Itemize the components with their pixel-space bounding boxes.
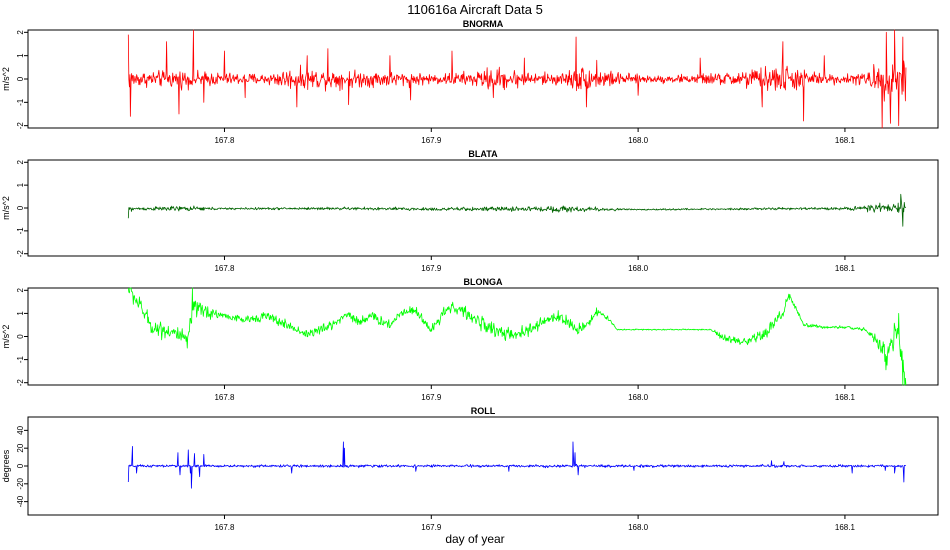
x-tick-label: 168.1 (835, 264, 856, 273)
x-tick-label: 168.1 (835, 523, 856, 532)
x-tick-label: 167.9 (421, 523, 442, 532)
y-tick-label: 0 (16, 463, 25, 468)
x-tick-label: 167.8 (214, 523, 235, 532)
y-axis-label: m/s^2 (1, 67, 11, 91)
y-tick-label: -1 (16, 98, 25, 106)
y-tick-label: 1 (16, 182, 25, 187)
x-tick-label: 167.9 (421, 264, 442, 273)
y-tick-label: -1 (16, 355, 25, 363)
y-tick-label: 1 (16, 53, 25, 58)
y-axis-label: degrees (1, 449, 11, 482)
y-tick-label: 2 (16, 30, 25, 35)
y-tick-label: -1 (16, 227, 25, 235)
x-tick-label: 167.9 (421, 393, 442, 402)
x-axis-label: day of year (445, 532, 504, 546)
y-tick-label: 2 (16, 288, 25, 293)
x-tick-label: 168.0 (628, 264, 649, 273)
y-tick-label: 1 (16, 311, 25, 316)
y-tick-label: -20 (16, 477, 25, 489)
x-tick-label: 168.0 (628, 393, 649, 402)
y-tick-label: 0 (16, 76, 25, 81)
panel-title: ROLL (471, 406, 496, 416)
x-tick-label: 167.8 (214, 136, 235, 145)
x-tick-label: 168.1 (835, 136, 856, 145)
series-line-roll (127, 441, 906, 489)
y-tick-label: 0 (16, 205, 25, 210)
panel-blonga: BLONGA 167.8 167.9 168.0 168.1 2 1 0 -1 -2 m/s^2 (1, 277, 939, 402)
series-line-blata (127, 193, 907, 227)
y-tick-label: 0 (16, 334, 25, 339)
y-tick-label: -40 (16, 495, 25, 507)
panel-title: BLATA (468, 149, 498, 159)
panel-title: BLONGA (464, 277, 503, 287)
panel-bnorma: BNORMA 167.8 167.9 168.0 168.1 2 1 0 -1 -2 m/s^2 (1, 19, 939, 145)
x-tick-label: 167.8 (214, 393, 235, 402)
y-axis-label: m/s^2 (1, 325, 11, 349)
panel-title: BNORMA (463, 19, 504, 29)
y-tick-label: 2 (16, 160, 25, 165)
y-tick-label: -2 (16, 250, 25, 258)
x-tick-label: 168.1 (835, 393, 856, 402)
y-tick-label: -2 (16, 379, 25, 387)
figure-title: 110616a Aircraft Data 5 (407, 2, 543, 17)
panel-blata: BLATA 167.8 167.9 168.0 168.1 2 1 0 -1 -2 m/s^2 (1, 149, 939, 273)
x-tick-label: 168.0 (628, 136, 649, 145)
y-tick-label: -2 (16, 122, 25, 130)
y-tick-label: 40 (16, 425, 25, 434)
x-tick-label: 167.8 (214, 264, 235, 273)
x-tick-label: 168.0 (628, 523, 649, 532)
y-tick-label: 20 (16, 443, 25, 452)
series-line-bnorma (127, 29, 907, 129)
series-line-blonga (127, 287, 907, 386)
y-axis-label: m/s^2 (1, 196, 11, 220)
x-tick-label: 167.9 (421, 136, 442, 145)
panel-roll: ROLL 167.8 167.9 168.0 168.1 40 20 0 -20 -40 degre… (1, 406, 939, 532)
